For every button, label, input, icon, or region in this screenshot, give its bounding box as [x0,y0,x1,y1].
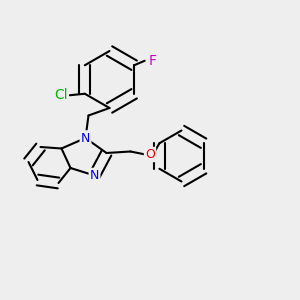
Text: N: N [81,131,90,145]
Text: F: F [148,54,156,68]
Text: N: N [90,169,99,182]
Text: Cl: Cl [54,88,68,102]
Text: O: O [145,148,155,161]
